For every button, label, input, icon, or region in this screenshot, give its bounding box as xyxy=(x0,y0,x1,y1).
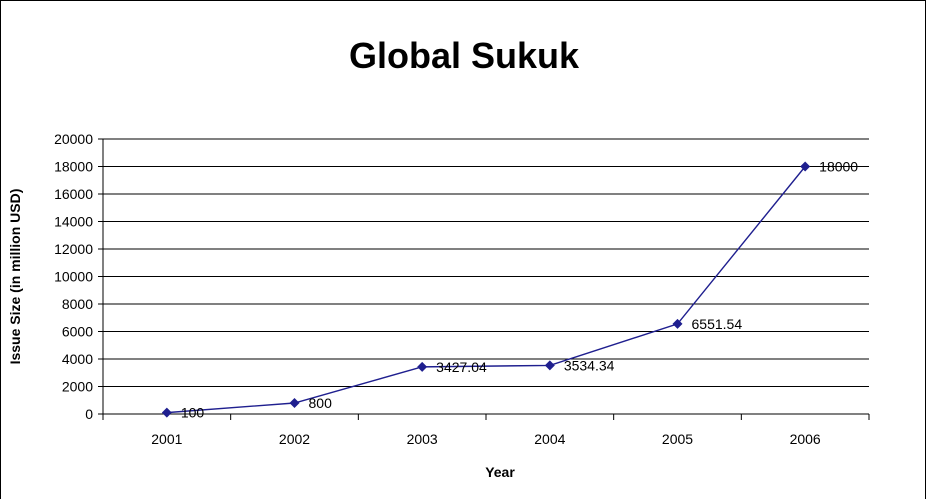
data-label: 800 xyxy=(309,395,333,411)
data-point-marker xyxy=(672,318,683,329)
x-tick-label: 2003 xyxy=(407,431,438,447)
x-tick-label: 2002 xyxy=(279,431,310,447)
data-label: 18000 xyxy=(819,159,858,175)
y-tick-label: 18000 xyxy=(54,159,93,175)
chart-title: Global Sukuk xyxy=(348,35,580,76)
y-tick-label: 0 xyxy=(85,406,93,422)
y-tick-label: 10000 xyxy=(54,269,93,285)
data-point-marker xyxy=(800,161,811,172)
series-line xyxy=(166,166,806,414)
data-point-marker xyxy=(544,360,555,371)
x-tick-label: 2006 xyxy=(790,431,821,447)
y-tick-label: 4000 xyxy=(62,351,93,367)
x-tick-label: 2004 xyxy=(534,431,565,447)
y-axis-title: Issue Size (in million USD) xyxy=(7,189,23,365)
y-tick-label: 20000 xyxy=(54,131,93,147)
x-tick-label: 2005 xyxy=(662,431,693,447)
data-point-marker xyxy=(417,361,428,372)
y-tick-label: 6000 xyxy=(62,324,93,340)
data-label: 6551.54 xyxy=(692,316,743,332)
y-tick-label: 2000 xyxy=(62,379,93,395)
y-tick-label: 16000 xyxy=(54,186,93,202)
data-point-marker xyxy=(161,407,172,418)
x-tick-label: 2001 xyxy=(151,431,182,447)
y-tick-label: 12000 xyxy=(54,241,93,257)
data-label: 3534.34 xyxy=(564,357,615,373)
data-label: 3427.04 xyxy=(436,359,487,375)
data-point-marker xyxy=(289,398,300,408)
data-label: 100 xyxy=(181,405,205,421)
y-tick-label: 14000 xyxy=(54,214,93,230)
y-tick-label: 8000 xyxy=(62,296,93,312)
x-axis-title: Year xyxy=(485,464,515,480)
